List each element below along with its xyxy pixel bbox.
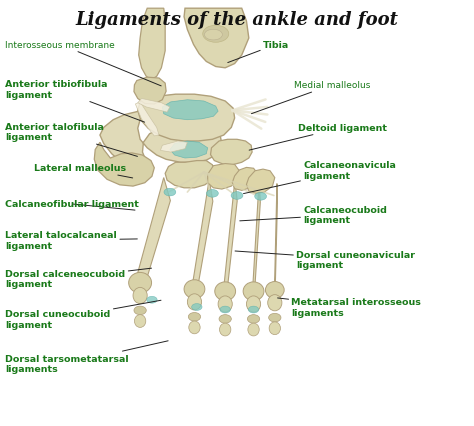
Ellipse shape	[207, 190, 219, 198]
Ellipse shape	[219, 323, 231, 336]
Ellipse shape	[191, 304, 202, 311]
Polygon shape	[100, 112, 222, 167]
Polygon shape	[138, 95, 235, 142]
Ellipse shape	[134, 306, 146, 315]
Text: Dorsal cuneonavicular
ligament: Dorsal cuneonavicular ligament	[235, 250, 415, 269]
Polygon shape	[160, 142, 187, 153]
Polygon shape	[274, 184, 277, 298]
Polygon shape	[210, 140, 252, 165]
Ellipse shape	[187, 294, 201, 310]
Polygon shape	[170, 142, 208, 158]
Polygon shape	[94, 143, 155, 187]
Polygon shape	[232, 168, 258, 191]
Ellipse shape	[215, 282, 236, 301]
Ellipse shape	[243, 282, 264, 301]
Ellipse shape	[147, 296, 157, 303]
Polygon shape	[165, 161, 214, 188]
Text: Tibia: Tibia	[228, 41, 289, 63]
Text: Interosseous membrane: Interosseous membrane	[5, 41, 161, 86]
Ellipse shape	[164, 189, 176, 196]
Polygon shape	[253, 182, 260, 300]
Polygon shape	[134, 78, 166, 105]
Ellipse shape	[269, 314, 281, 322]
Polygon shape	[138, 99, 170, 113]
Polygon shape	[139, 9, 165, 81]
Polygon shape	[208, 164, 239, 190]
Ellipse shape	[255, 193, 266, 201]
Ellipse shape	[135, 315, 146, 328]
Text: Dorsal tarsometatarsal
ligaments: Dorsal tarsometatarsal ligaments	[5, 341, 168, 374]
Text: Calcaneofibular ligament: Calcaneofibular ligament	[5, 200, 139, 210]
Text: Deltoid ligament: Deltoid ligament	[249, 124, 387, 151]
Text: Dorsal calceneocuboid
ligament: Dorsal calceneocuboid ligament	[5, 268, 152, 288]
Polygon shape	[162, 101, 218, 121]
Ellipse shape	[246, 296, 261, 312]
Ellipse shape	[248, 323, 259, 336]
Ellipse shape	[248, 306, 259, 313]
Text: Calcaneonavicula
ligament: Calcaneonavicula ligament	[244, 161, 396, 194]
Ellipse shape	[268, 295, 282, 311]
Polygon shape	[224, 180, 237, 300]
Ellipse shape	[128, 273, 152, 294]
Text: Anterior talofibula
ligament: Anterior talofibula ligament	[5, 123, 137, 157]
Ellipse shape	[133, 288, 147, 304]
Ellipse shape	[231, 192, 243, 200]
Ellipse shape	[189, 321, 200, 334]
Ellipse shape	[184, 280, 205, 299]
Text: Lateral talocalcaneal
ligament: Lateral talocalcaneal ligament	[5, 231, 137, 250]
Text: Lateral malleolus: Lateral malleolus	[34, 164, 133, 178]
Ellipse shape	[203, 26, 229, 43]
Polygon shape	[184, 9, 249, 69]
Text: Dorsal cuneocuboid
ligament: Dorsal cuneocuboid ligament	[5, 300, 161, 329]
Text: Calcaneocuboid
ligament: Calcaneocuboid ligament	[240, 205, 387, 225]
Ellipse shape	[188, 313, 201, 321]
Ellipse shape	[204, 30, 222, 41]
Ellipse shape	[269, 322, 281, 335]
Ellipse shape	[219, 315, 231, 323]
Text: Medial malleolus: Medial malleolus	[251, 81, 370, 115]
Ellipse shape	[220, 306, 230, 313]
Polygon shape	[136, 103, 159, 137]
Ellipse shape	[218, 296, 232, 312]
Text: Metatarsal interosseous
ligaments: Metatarsal interosseous ligaments	[278, 298, 421, 317]
Polygon shape	[137, 178, 170, 292]
Polygon shape	[246, 170, 275, 194]
Ellipse shape	[265, 282, 284, 299]
Ellipse shape	[247, 315, 260, 323]
Text: Ligaments of the ankle and foot: Ligaments of the ankle and foot	[75, 12, 399, 29]
Text: Anterior tibiofibula
ligament: Anterior tibiofibula ligament	[5, 80, 145, 123]
Polygon shape	[193, 180, 213, 298]
